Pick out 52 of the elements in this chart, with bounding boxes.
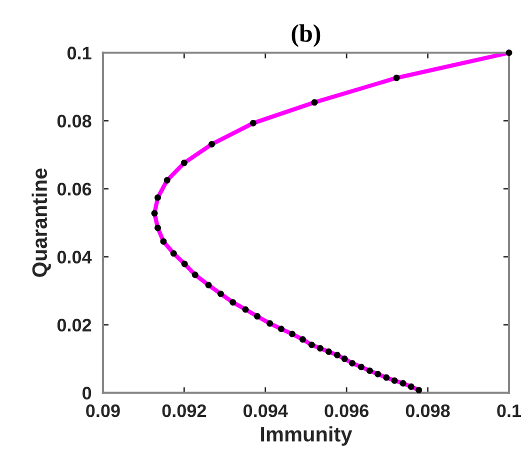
point	[400, 380, 406, 387]
point	[208, 140, 216, 148]
point	[288, 330, 296, 338]
point	[311, 99, 318, 106]
y-tick-label: 0	[82, 386, 92, 400]
point	[230, 299, 236, 306]
x-tick-label: 0.09	[86, 404, 120, 418]
chart-title: (b)	[292, 24, 320, 47]
point	[180, 160, 188, 166]
point	[250, 120, 256, 126]
point	[205, 282, 212, 288]
point	[391, 377, 398, 384]
point	[217, 290, 224, 298]
point	[170, 250, 177, 257]
point	[366, 367, 373, 374]
y-tick-label: 0.02	[57, 318, 92, 332]
x-tick-label: 0.094	[243, 404, 288, 418]
x-tick-label: 0.092	[162, 404, 206, 418]
x-axis-title: Immunity	[261, 426, 352, 446]
y-tick-label: 0.1	[67, 46, 92, 60]
point	[416, 386, 422, 394]
point	[154, 224, 162, 232]
point	[383, 374, 390, 381]
point	[325, 348, 332, 355]
point	[242, 306, 249, 313]
point	[341, 356, 348, 362]
point	[160, 238, 167, 245]
y-tick-label: 0.08	[57, 114, 92, 128]
x-tick-label: 0.1	[497, 404, 522, 418]
point	[408, 383, 414, 390]
point	[374, 370, 382, 378]
point	[349, 360, 356, 366]
point	[299, 336, 306, 343]
x-tick-label: 0.098	[406, 404, 450, 418]
point	[308, 342, 315, 348]
point	[316, 345, 324, 352]
point	[506, 49, 512, 56]
point	[278, 326, 284, 332]
point	[192, 272, 198, 278]
point	[358, 364, 364, 370]
y-axis-title: Quarantine	[32, 168, 51, 277]
point	[151, 210, 158, 217]
point	[254, 313, 261, 320]
point	[393, 74, 400, 82]
y-tick-label: 0.04	[57, 250, 92, 264]
point	[334, 352, 340, 358]
y-tick-label: 0.06	[57, 182, 92, 196]
point	[154, 194, 162, 201]
point	[181, 260, 188, 268]
x-tick-label: 0.096	[324, 404, 369, 418]
point	[164, 177, 170, 184]
point	[266, 320, 274, 327]
